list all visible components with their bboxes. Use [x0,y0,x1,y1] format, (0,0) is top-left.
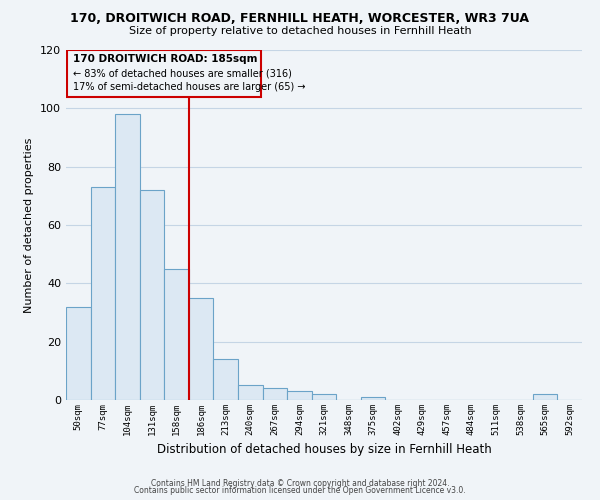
Text: Size of property relative to detached houses in Fernhill Heath: Size of property relative to detached ho… [128,26,472,36]
FancyBboxPatch shape [67,50,262,96]
Bar [115,114,140,400]
Bar [91,187,115,400]
Text: ← 83% of detached houses are smaller (316): ← 83% of detached houses are smaller (31… [73,68,292,78]
Bar [533,394,557,400]
Bar [140,190,164,400]
Bar [287,391,312,400]
Text: Contains HM Land Registry data © Crown copyright and database right 2024.: Contains HM Land Registry data © Crown c… [151,478,449,488]
Text: 170, DROITWICH ROAD, FERNHILL HEATH, WORCESTER, WR3 7UA: 170, DROITWICH ROAD, FERNHILL HEATH, WOR… [71,12,530,26]
Bar [189,298,214,400]
X-axis label: Distribution of detached houses by size in Fernhill Heath: Distribution of detached houses by size … [157,444,491,456]
Bar [263,388,287,400]
Bar [361,397,385,400]
Bar [164,268,189,400]
Text: 170 DROITWICH ROAD: 185sqm: 170 DROITWICH ROAD: 185sqm [73,54,258,64]
Bar [312,394,336,400]
Bar [66,306,91,400]
Bar [214,359,238,400]
Text: 17% of semi-detached houses are larger (65) →: 17% of semi-detached houses are larger (… [73,82,306,92]
Text: Contains public sector information licensed under the Open Government Licence v3: Contains public sector information licen… [134,486,466,495]
Bar [238,386,263,400]
Y-axis label: Number of detached properties: Number of detached properties [25,138,34,312]
